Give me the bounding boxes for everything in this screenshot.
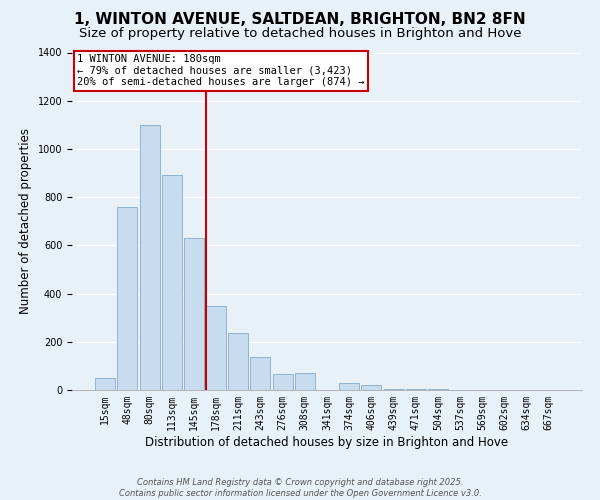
Text: Size of property relative to detached houses in Brighton and Hove: Size of property relative to detached ho…: [79, 28, 521, 40]
Bar: [206, 306, 226, 390]
Text: Contains HM Land Registry data © Crown copyright and database right 2025.
Contai: Contains HM Land Registry data © Crown c…: [119, 478, 481, 498]
X-axis label: Distribution of detached houses by size in Brighton and Hove: Distribution of detached houses by size …: [145, 436, 509, 448]
Text: 1 WINTON AVENUE: 180sqm
← 79% of detached houses are smaller (3,423)
20% of semi: 1 WINTON AVENUE: 180sqm ← 79% of detache…: [77, 54, 365, 88]
Text: 1, WINTON AVENUE, SALTDEAN, BRIGHTON, BN2 8FN: 1, WINTON AVENUE, SALTDEAN, BRIGHTON, BN…: [74, 12, 526, 28]
Bar: [272, 374, 293, 390]
Bar: [95, 378, 115, 390]
Bar: [383, 389, 404, 390]
Bar: [406, 389, 426, 390]
Bar: [162, 176, 182, 390]
Bar: [339, 383, 359, 390]
Bar: [184, 238, 204, 390]
Bar: [295, 373, 315, 390]
Bar: [361, 385, 382, 390]
Y-axis label: Number of detached properties: Number of detached properties: [19, 128, 32, 314]
Bar: [140, 125, 160, 390]
Bar: [118, 207, 137, 390]
Bar: [250, 358, 271, 390]
Bar: [228, 334, 248, 390]
